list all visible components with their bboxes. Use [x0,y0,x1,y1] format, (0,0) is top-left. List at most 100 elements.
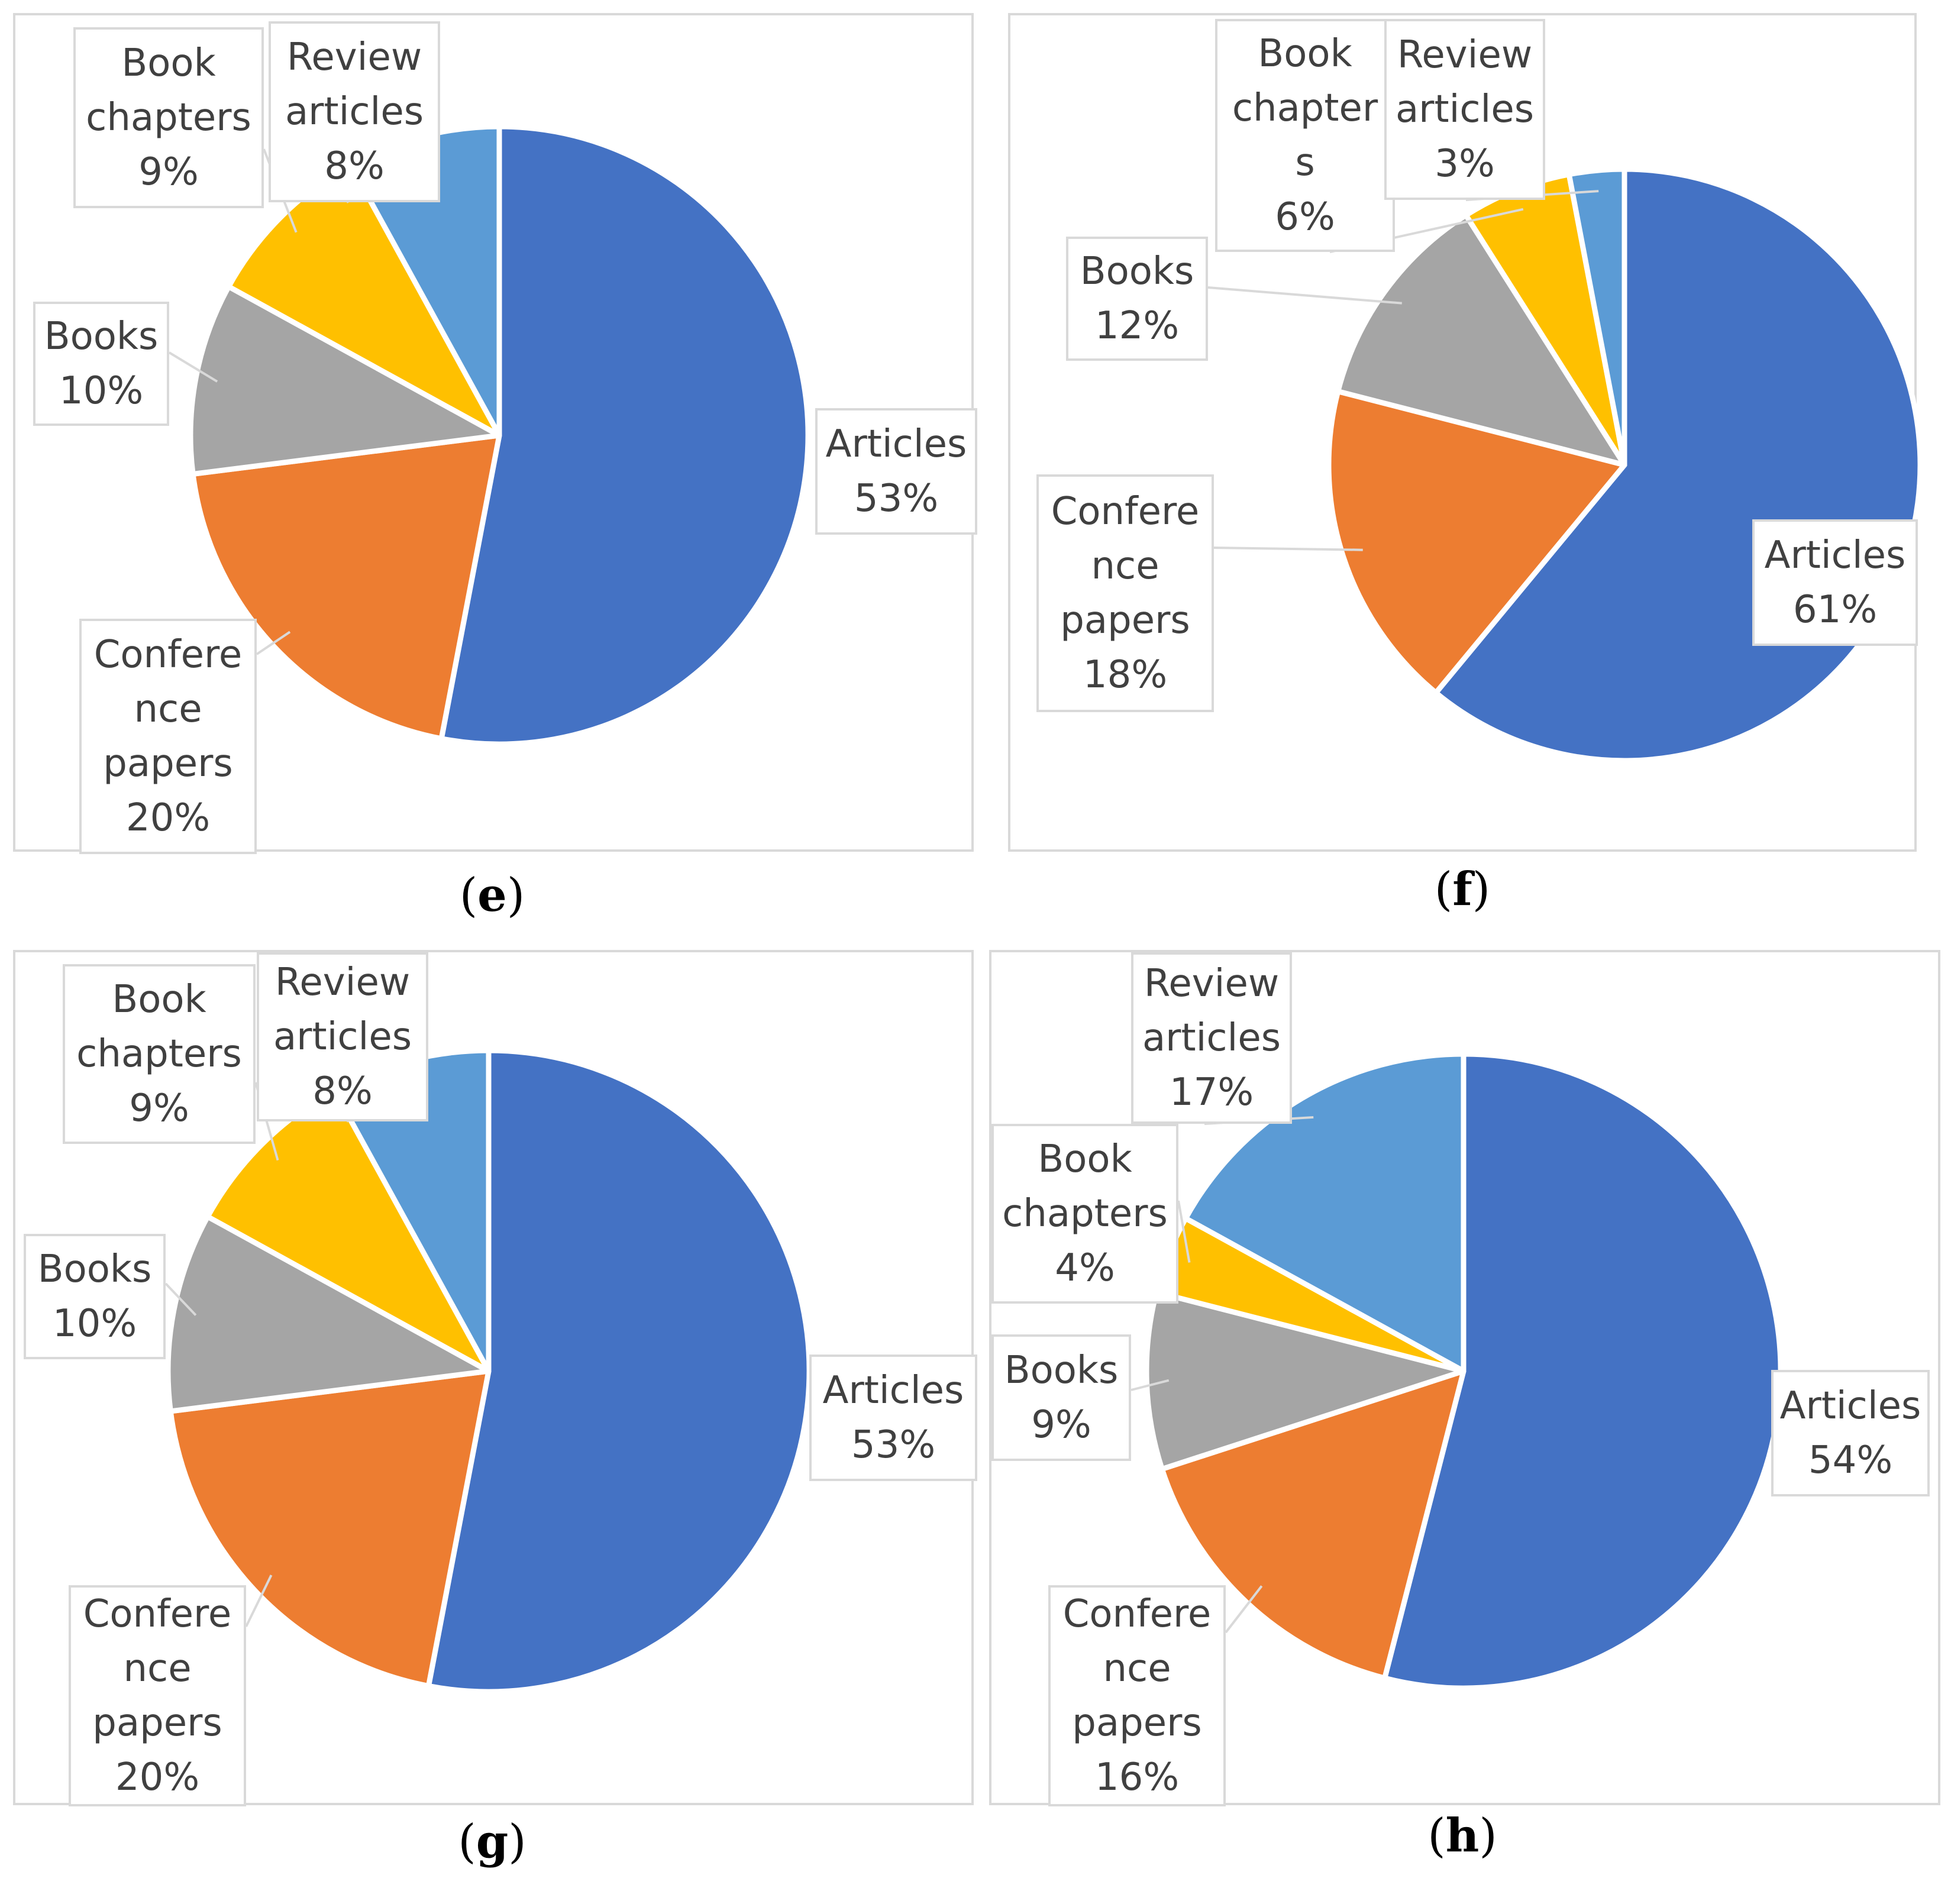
data-label: Books 10% [33,302,169,426]
data-label-line: 20% [115,1756,200,1799]
data-label: Book chapters 9% [63,964,256,1144]
data-label-line: 9% [1031,1403,1091,1447]
data-label: Book chapters 4% [991,1124,1178,1304]
leader-line [1130,1379,1170,1391]
data-label-line: Review [286,35,422,79]
pie-chart-e: Articles 53% Confere nce papers 20% Books 10% Bo… [13,13,977,854]
data-label-line: 12% [1094,304,1180,348]
data-label: Review articles 3% [1384,19,1545,200]
data-label-line: 3% [1435,142,1495,186]
data-label-line: 9% [129,1087,189,1130]
data-label-line: 16% [1094,1756,1180,1799]
data-label: Articles 53% [809,1355,977,1481]
data-label-line: 10% [52,1302,137,1346]
pie-slice-books [1144,1289,1467,1472]
caption-h: (h) [1427,1809,1497,1863]
leader-line [164,1282,197,1316]
data-label-line: Articles [1764,534,1906,577]
data-label-line: s [1295,141,1315,185]
data-label: Confere nce papers 20% [69,1585,246,1806]
data-label-line: nce [1091,544,1159,588]
data-label-line: 61% [1792,588,1878,632]
data-label-line: Book [121,41,216,85]
data-label-line: chapter [1232,86,1378,130]
data-label-line: papers [103,742,233,785]
data-label-line: Review [274,961,411,1004]
caption-g: (g) [458,1815,526,1869]
pie-slice-books [165,1214,492,1414]
data-label-line: Confere [83,1592,232,1636]
data-label-line: 53% [854,477,939,521]
data-label-line: papers [1072,1701,1202,1745]
data-label-line: articles [1142,1016,1281,1060]
data-label-line: 8% [312,1069,373,1113]
data-label-line: 17% [1169,1071,1254,1114]
data-label: Review articles 8% [269,21,440,202]
leader-line [1213,547,1363,551]
data-label: Confere nce papers 18% [1036,474,1214,712]
data-label-line: Books [37,1247,152,1291]
leader-line [1225,1585,1263,1634]
data-label-line: Book [112,978,206,1021]
pie-slice-conference-papers [167,1368,492,1689]
pie-chart-h: Articles 54% Confere nce papers 16% Books 9% Boo… [989,950,1940,1806]
data-label-line: articles [285,90,424,134]
pie-chart-g: Articles 53% Confere nce papers 20% Books 10% Bo… [13,950,977,1806]
data-label-line: 18% [1083,653,1168,697]
data-label: Articles 61% [1752,519,1918,646]
data-label-line: nce [123,1647,192,1690]
leader-line [256,631,291,655]
data-label-line: Confere [1051,490,1200,534]
data-label-line: Articles [825,422,967,466]
data-label-line: articles [273,1015,412,1059]
data-label-line: nce [1103,1647,1171,1690]
data-label-line: 53% [851,1423,936,1467]
data-label-line: Review [1397,33,1533,77]
leader-line [1207,286,1402,305]
data-label: Confere nce papers 16% [1048,1585,1226,1806]
data-label: Books 9% [991,1334,1131,1461]
data-label-line: 4% [1055,1246,1115,1290]
data-label-line: Articles [1779,1384,1921,1428]
pie-chart-f: Articles 61% Confere nce papers 18% Books 12% Bo… [1008,13,1923,852]
pie-slice-conference-papers [1326,389,1627,696]
leader-line [1177,1200,1191,1263]
pie-slice-articles [438,124,811,747]
data-label-line: chapters [1002,1192,1168,1236]
pie-slice-books [1335,212,1627,468]
data-label: Book chapters 9% [73,27,264,208]
data-label-line: Confere [93,633,243,677]
data-label-line: Confere [1062,1592,1212,1636]
data-label-line: Review [1144,962,1280,1006]
data-label-line: 9% [138,150,199,194]
data-label: Articles 53% [815,408,977,535]
data-label-line: 54% [1808,1438,1893,1482]
data-label: Review articles 8% [257,952,428,1121]
data-label-line: 10% [59,369,144,413]
pie-svg-h [1130,1051,1784,1691]
data-label: Review articles 17% [1131,952,1292,1124]
pie-slice-conference-papers [190,432,502,742]
data-label: Books 12% [1066,237,1208,361]
pie-slice-books [188,284,502,477]
data-label-line: chapters [86,96,251,140]
data-label-line: papers [1060,599,1190,642]
data-label: Books 10% [24,1234,166,1359]
data-label: Book chapter s 6% [1215,19,1395,252]
data-label-line: nce [134,687,202,731]
data-label-line: Articles [822,1369,964,1412]
data-label-line: articles [1395,88,1535,131]
data-label-line: 6% [1275,195,1335,239]
data-label-line: 8% [324,144,385,188]
data-label-line: Books [1004,1349,1119,1392]
pie-slice-review-articles [1566,166,1627,468]
data-label-line: papers [92,1701,222,1745]
pie-svg-g [164,1048,812,1695]
data-label-line: Books [44,315,159,358]
leader-line [168,351,218,383]
caption-e: (e) [459,868,525,922]
data-label: Confere nce papers 20% [79,619,257,854]
data-label-line: chapters [76,1032,242,1076]
data-label-line: Book [1258,32,1352,76]
pie-slice-conference-papers [1159,1368,1467,1681]
